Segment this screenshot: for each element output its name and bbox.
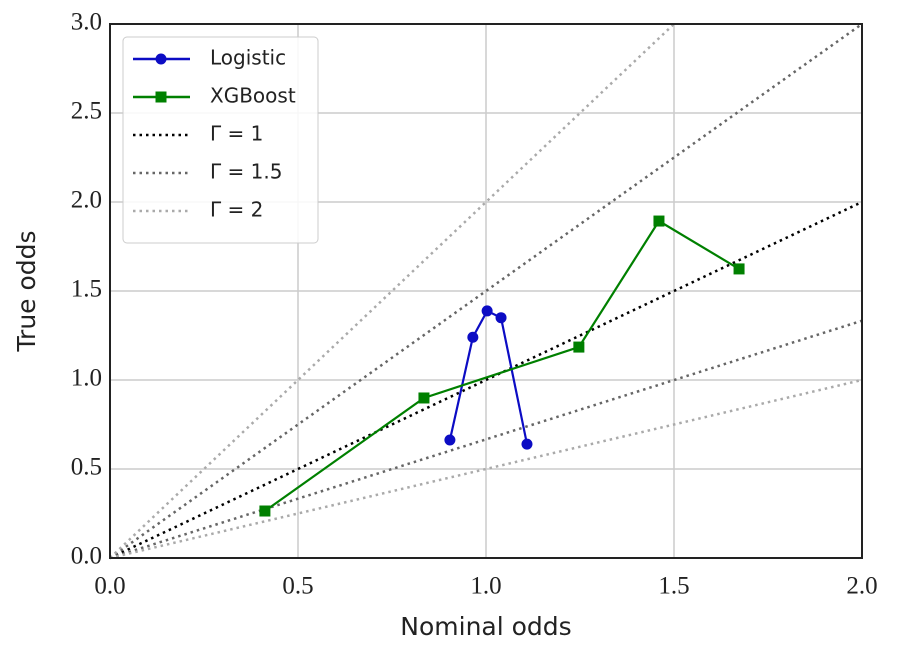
x-axis-label: Nominal odds — [400, 612, 571, 641]
reference-line — [109, 378, 863, 560]
legend-box — [122, 36, 319, 244]
marker — [155, 91, 167, 103]
marker — [418, 392, 430, 404]
x-tick-label: 0.5 — [282, 573, 313, 600]
y-tick-label: 2.0 — [71, 187, 102, 214]
marker — [155, 53, 167, 65]
legend-label: Logistic — [210, 46, 286, 70]
reference-line — [109, 22, 863, 560]
reference-line — [109, 319, 863, 560]
y-axis-label: True odds — [12, 230, 41, 352]
y-tick-label: 0.5 — [71, 454, 102, 481]
marker — [467, 331, 479, 343]
legend-label: Γ = 1 — [210, 122, 263, 146]
marker — [733, 263, 745, 275]
marker — [481, 305, 493, 317]
legend: Logistic XGBoost Γ = 1 Γ = 1.5 Γ = 2 — [122, 36, 319, 244]
plot-frame — [109, 23, 863, 559]
legend-label: Γ = 1.5 — [210, 160, 282, 184]
legend-label: Γ = 2 — [210, 198, 263, 222]
marker — [259, 505, 271, 517]
x-tick-label: 1.5 — [658, 573, 689, 600]
y-tick-label: 1.5 — [71, 276, 102, 303]
series-line — [264, 219, 740, 512]
marker — [495, 312, 507, 324]
reference-line — [109, 200, 863, 560]
marker — [653, 215, 665, 227]
y-tick-label: 1.0 — [71, 365, 102, 392]
marker — [573, 341, 585, 353]
y-tick-label: 2.5 — [71, 98, 102, 125]
x-tick-label: 2.0 — [846, 573, 877, 600]
legend-label: XGBoost — [210, 84, 296, 108]
y-tick-label: 0.0 — [71, 543, 102, 570]
marker — [521, 438, 533, 450]
y-tick-label: 3.0 — [71, 9, 102, 36]
x-tick-label: 0.0 — [94, 573, 125, 600]
marker — [444, 434, 456, 446]
x-tick-label: 1.0 — [470, 573, 501, 600]
